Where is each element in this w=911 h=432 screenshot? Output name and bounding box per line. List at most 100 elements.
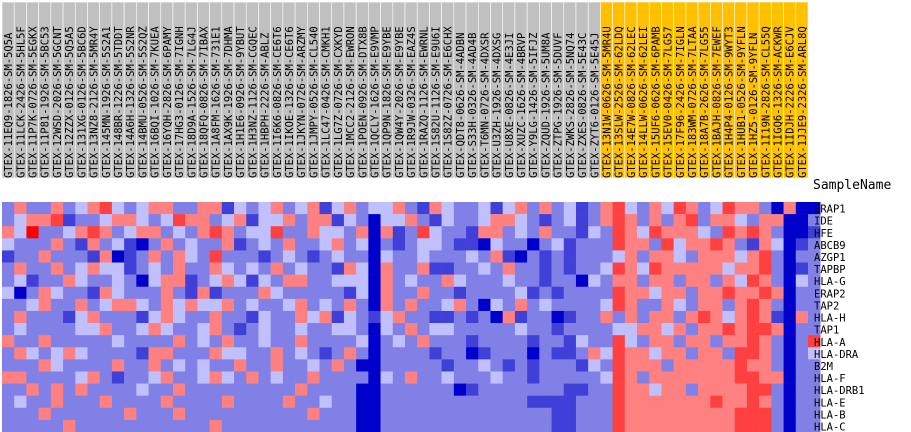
heatmap-cell: [160, 371, 174, 384]
heatmap-cell: [734, 395, 748, 409]
heatmap-cell: [331, 347, 345, 360]
heatmap-cell: [649, 310, 662, 324]
sample-label: GTEX-13N1W-0626-SM-5MR4U: [602, 26, 614, 178]
heatmap-cell: [783, 310, 797, 324]
heatmap-cell: [478, 310, 491, 324]
sample-label: GTEX-18QFQ-0826-SM-7IBAX: [199, 26, 211, 178]
heatmap-cell: [307, 274, 320, 288]
heatmap-cell: [63, 202, 76, 215]
heatmap-cell: [99, 226, 113, 239]
heatmap-cell: [124, 419, 137, 432]
heatmap-cell: [258, 347, 271, 360]
heatmap-cell: [783, 335, 797, 348]
heatmap-cell: [356, 274, 369, 288]
heatmap-cell: [99, 202, 113, 215]
heatmap-cell: [307, 310, 320, 324]
heatmap-cell: [331, 202, 345, 215]
heatmap-cell: [246, 335, 259, 348]
heatmap-cell: [527, 238, 540, 251]
heatmap-cell: [661, 262, 674, 275]
heatmap-cell: [429, 407, 442, 421]
heatmap-cell: [197, 347, 210, 360]
heatmap-cell: [26, 371, 39, 384]
heatmap-cell: [637, 214, 650, 227]
heatmap-cell: [453, 407, 467, 421]
heatmap-cell: [441, 286, 455, 300]
heatmap-cell: [808, 274, 821, 288]
heatmap-cell: [392, 286, 406, 300]
heatmap-cell: [759, 419, 772, 432]
heatmap-cell: [307, 359, 320, 372]
heatmap-cell: [270, 383, 284, 396]
heatmap-cell: [50, 335, 64, 348]
heatmap-cell: [136, 371, 149, 384]
heatmap-cell: [172, 250, 186, 263]
heatmap-cell: [710, 286, 723, 300]
heatmap-cell: [197, 310, 210, 324]
heatmap-cell: [673, 323, 687, 336]
heatmap-cell: [405, 359, 418, 372]
heatmap-cell: [14, 383, 27, 396]
heatmap-cell: [38, 262, 52, 275]
heatmap-cell: [111, 383, 125, 396]
gene-labels: ERAP1IDEHFEABCB9AZGP1TAPBPHLA-GERAP2TAP2…: [814, 204, 865, 432]
heatmap-cell: [356, 347, 369, 360]
heatmap-cell: [356, 286, 369, 300]
heatmap-cell: [38, 323, 52, 336]
heatmap-cell: [124, 371, 137, 384]
heatmap-cell: [563, 274, 577, 288]
heatmap-cell: [637, 359, 650, 372]
heatmap-cell: [63, 323, 76, 336]
heatmap-cell: [258, 286, 271, 300]
heatmap-cell: [234, 202, 247, 215]
heatmap-cell: [563, 395, 577, 409]
heatmap-cell: [649, 395, 662, 409]
heatmap-cell: [490, 347, 503, 360]
sample-label: GTEX-1AX9K-1926-SM-7DHMA: [223, 26, 235, 178]
heatmap-cell: [722, 202, 736, 215]
heatmap-cell: [331, 214, 345, 227]
heatmap-cell: [734, 310, 748, 324]
heatmap-cell: [392, 323, 406, 336]
heatmap-cell: [282, 238, 296, 251]
heatmap-cell: [808, 262, 821, 275]
heatmap-cell: [258, 419, 271, 432]
heatmap-cell: [466, 226, 479, 239]
heatmap-cell: [160, 383, 174, 396]
gene-label: HLA-F: [814, 373, 846, 385]
heatmap-cell: [209, 395, 223, 409]
heatmap-cell: [282, 286, 296, 300]
heatmap-cell: [258, 250, 271, 263]
heatmap-cell: [759, 383, 772, 396]
heatmap-cell: [160, 310, 174, 324]
heatmap-cell: [588, 359, 601, 372]
heatmap-cell: [209, 262, 223, 275]
heatmap-cell: [26, 238, 39, 251]
heatmap-cell: [429, 371, 442, 384]
heatmap-cell: [111, 335, 125, 348]
heatmap-cell: [502, 226, 516, 239]
heatmap-cell: [160, 226, 174, 239]
heatmap-cell: [698, 407, 711, 421]
heatmap-cell: [343, 310, 357, 324]
heatmap-cell: [282, 250, 296, 263]
heatmap-cell: [661, 359, 674, 372]
heatmap-cell: [490, 202, 503, 215]
heatmap-cell: [258, 298, 271, 312]
heatmap-cell: [783, 395, 797, 409]
heatmap-cell: [771, 395, 784, 409]
heatmap-cell: [722, 383, 736, 396]
heatmap-cell: [722, 250, 736, 263]
heatmap-cell: [319, 274, 333, 288]
heatmap-cell: [808, 226, 821, 239]
sample-label: GTEX-1JJE9-2326-SM-ARL8Q: [797, 26, 809, 178]
heatmap-cell: [478, 238, 491, 251]
heatmap-cell: [2, 383, 15, 396]
heatmap-cell: [356, 250, 369, 263]
heatmap-cell: [600, 202, 613, 215]
heatmap-cell: [99, 371, 113, 384]
heatmap-cell: [759, 274, 772, 288]
heatmap-cell: [356, 407, 369, 421]
heatmap-cell: [649, 250, 662, 263]
heatmap-cell: [343, 202, 357, 215]
